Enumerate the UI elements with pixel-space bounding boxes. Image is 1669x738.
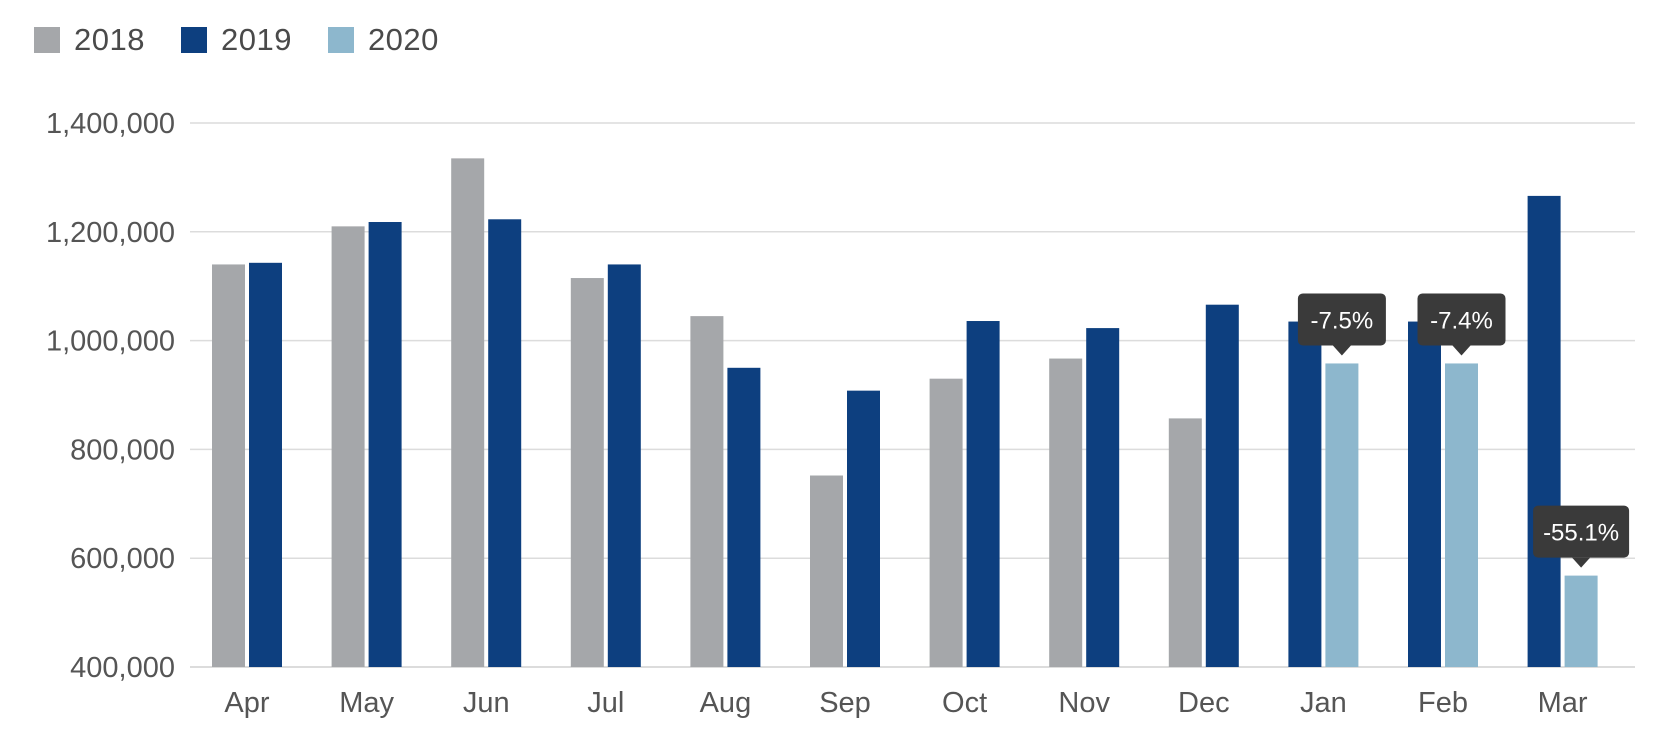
bar-2018-sep (810, 476, 843, 667)
bar-2019-feb (1408, 322, 1441, 667)
annotation-pointer-jan (1333, 345, 1351, 355)
x-tick-label-apr: Apr (224, 687, 269, 719)
x-tick-label-dec: Dec (1178, 687, 1230, 719)
annotation-pointer-mar (1572, 558, 1590, 568)
annotation-label-jan: -7.5% (1311, 307, 1374, 334)
bar-2019-nov (1086, 328, 1119, 667)
bar-2018-dec (1169, 418, 1202, 667)
bar-2019-sep (847, 391, 880, 667)
bar-2019-aug (727, 368, 760, 667)
x-tick-label-feb: Feb (1418, 687, 1468, 719)
bar-2019-jun (488, 219, 521, 667)
annotation-label-mar: -55.1% (1543, 520, 1619, 547)
x-tick-label-jun: Jun (463, 687, 510, 719)
bar-2018-oct (930, 379, 963, 667)
x-tick-label-mar: Mar (1538, 687, 1588, 719)
bar-2019-jul (608, 264, 641, 667)
x-tick-label-nov: Nov (1058, 687, 1110, 719)
x-tick-label-jul: Jul (587, 687, 624, 719)
bar-2018-nov (1049, 359, 1082, 667)
y-tick-label: 1,200,000 (46, 217, 175, 249)
bar-2019-dec (1206, 305, 1239, 667)
y-tick-label: 1,000,000 (46, 326, 175, 358)
x-tick-label-may: May (339, 687, 394, 719)
y-tick-label: 400,000 (70, 652, 175, 684)
bar-2020-feb (1445, 363, 1478, 667)
x-tick-label-oct: Oct (942, 687, 987, 719)
bar-2019-mar (1528, 196, 1561, 667)
bar-2019-jan (1288, 322, 1321, 667)
bar-2020-mar (1565, 576, 1598, 667)
bar-2018-aug (690, 316, 723, 667)
bar-2018-jun (451, 158, 484, 667)
y-tick-label: 1,400,000 (46, 108, 175, 140)
x-tick-label-aug: Aug (700, 687, 752, 719)
bar-2019-may (369, 222, 402, 667)
bar-2018-apr (212, 264, 245, 667)
bar-2018-may (332, 226, 365, 667)
bar-2020-jan (1325, 363, 1358, 667)
annotation-pointer-feb (1453, 345, 1471, 355)
bar-2019-apr (249, 263, 282, 667)
x-tick-label-jan: Jan (1300, 687, 1347, 719)
bar-2018-jul (571, 278, 604, 667)
bar-2019-oct (967, 321, 1000, 667)
y-tick-label: 800,000 (70, 434, 175, 466)
annotation-label-feb: -7.4% (1430, 307, 1493, 334)
y-tick-label: 600,000 (70, 543, 175, 575)
x-tick-label-sep: Sep (819, 687, 871, 719)
